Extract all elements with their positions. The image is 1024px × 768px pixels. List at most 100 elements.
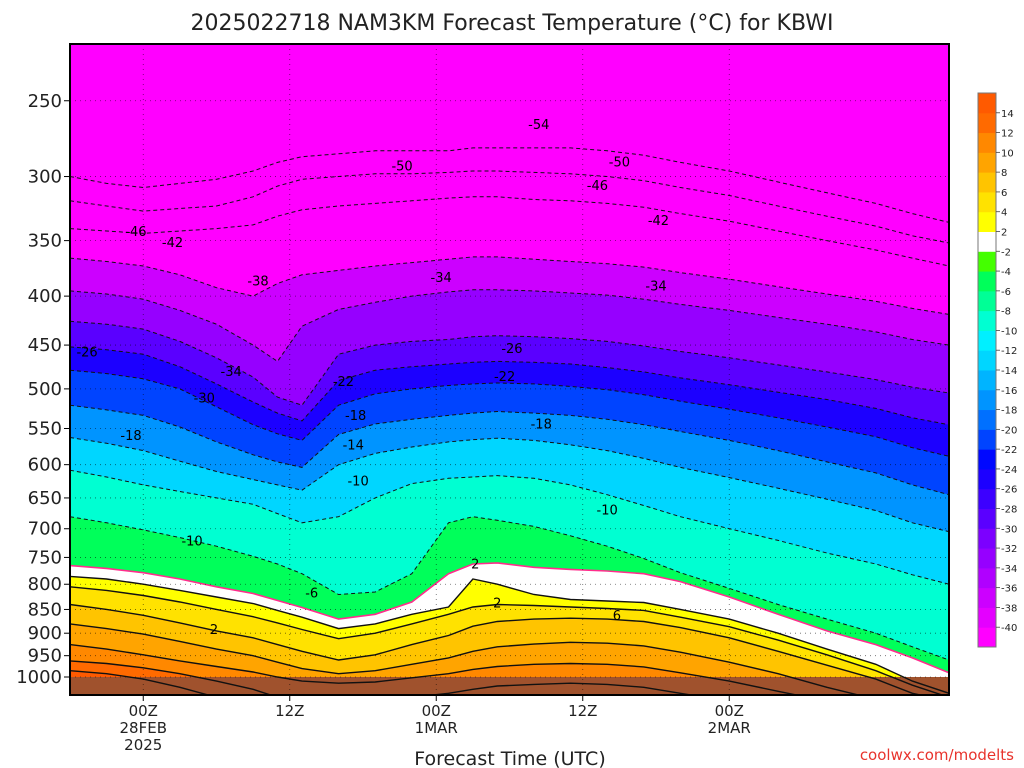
contour-label: -26 [76, 345, 97, 360]
y-tick-label: 550 [28, 418, 62, 439]
x-axis-label: Forecast Time (UTC) [414, 748, 605, 768]
contour-label: -46 [587, 179, 608, 194]
x-tick-label: 00Z [715, 702, 744, 720]
temperature-bands [70, 147, 949, 695]
contour-label: -10 [347, 475, 368, 490]
isotherm--30 [70, 320, 949, 406]
contour-label: -34 [221, 365, 242, 380]
chart-title: 2025022718 NAM3KM Forecast Temperature (… [190, 11, 833, 36]
plot-frame [69, 43, 950, 696]
colorbar-swatch [978, 211, 996, 232]
y-tick-label: 800 [28, 574, 62, 595]
y-tick-label: 950 [28, 646, 62, 667]
contour-label: -18 [531, 418, 552, 433]
colorbar-label: 10 [1001, 148, 1014, 159]
colorbar-swatch [978, 548, 996, 569]
colorbar-label: -26 [1001, 485, 1017, 496]
contour-label: -6 [305, 586, 318, 601]
contour-label: 2 [493, 597, 501, 612]
x-tick-label: 28FEB [120, 719, 167, 737]
colorbar-swatch [978, 449, 996, 470]
colorbar-swatch [978, 231, 996, 252]
isotherm--14 [70, 437, 949, 533]
colorbar-label: -10 [1001, 326, 1017, 337]
colorbar-swatch [978, 350, 996, 371]
colorbar-swatch [978, 389, 996, 411]
contour-label: -38 [247, 274, 268, 289]
contour-label: -50 [609, 155, 630, 170]
y-tick-label: 450 [28, 335, 62, 356]
isotherm--34 [70, 289, 949, 363]
colorbar-swatch [978, 152, 996, 173]
colorbar-label: -6 [1001, 287, 1011, 298]
colorbar-label: -30 [1001, 524, 1017, 535]
y-tick-label: 600 [28, 455, 62, 476]
colorbar-swatch [978, 409, 996, 430]
colorbar-label: -28 [1001, 505, 1017, 516]
contour-label: -42 [162, 236, 183, 251]
contour-label: -18 [345, 409, 366, 424]
colorbar-label: -12 [1001, 346, 1017, 357]
colorbar-swatch [978, 112, 996, 134]
colorbar-swatch [978, 251, 996, 272]
contour-label: -18 [120, 429, 141, 444]
y-axis: 250 300 350 400 450 500 550 600 650 700 750 800 850 9… [16, 91, 70, 688]
colorbar-label: -20 [1001, 425, 1017, 436]
y-tick-label: 850 [28, 599, 62, 620]
colorbar-label: -16 [1001, 386, 1017, 397]
colorbar-swatch [978, 271, 996, 292]
colorbar-label: 6 [1001, 188, 1007, 199]
y-tick-label: 650 [28, 488, 62, 509]
contour-label: -34 [645, 280, 666, 295]
isotherm--6 [70, 516, 949, 661]
colorbar-swatch [978, 607, 996, 628]
contour-label: 2 [471, 558, 479, 573]
contour-label: -30 [194, 392, 215, 407]
contour-label: -14 [343, 439, 364, 454]
colorbar-label: -14 [1001, 366, 1017, 377]
colorbar-label: -36 [1001, 584, 1017, 595]
colorbar-swatch [978, 468, 996, 490]
isotherm--38 [70, 256, 949, 315]
isotherm--2 [70, 562, 949, 674]
colorbar-label: -34 [1001, 564, 1017, 575]
y-tick-label: 300 [28, 167, 62, 188]
colorbar-label: -4 [1001, 267, 1011, 278]
colorbar-label: -18 [1001, 406, 1017, 417]
colorbar-label: 4 [1001, 208, 1007, 219]
isotherm--18 [70, 404, 949, 496]
colorbar-swatch [978, 627, 996, 648]
y-tick-label: 500 [28, 379, 62, 400]
colorbar-swatch [978, 587, 996, 608]
colorbar-swatch [978, 429, 996, 450]
colorbar-swatch [978, 508, 996, 529]
isotherm--50 [70, 147, 949, 223]
isotherm--26 [70, 346, 949, 426]
colorbar-label: -24 [1001, 465, 1017, 476]
isotherm-12 [70, 660, 696, 695]
contour-label: -22 [333, 375, 354, 390]
colorbar-label: 2 [1001, 228, 1007, 239]
colorbar-swatch [978, 290, 996, 312]
x-tick-label: 12Z [568, 702, 597, 720]
colorbar-swatch [978, 370, 996, 391]
credit-text: coolwx.com/modelts [860, 746, 1014, 764]
isotherm--46 [70, 170, 949, 244]
colorbar-label: -22 [1001, 445, 1017, 456]
colorbar-label: -38 [1001, 603, 1017, 614]
colorbar-swatch [978, 132, 996, 153]
colorbar-label: -40 [1001, 623, 1017, 634]
isotherm-6 [70, 603, 924, 695]
colorbar-label: -32 [1001, 544, 1017, 555]
isotherm-8 [70, 623, 862, 695]
colorbar-swatch [978, 488, 996, 509]
isotherm-2 [70, 575, 949, 694]
isotherm-10 [70, 643, 800, 695]
contour-label: 6 [613, 609, 621, 624]
colorbar-legend: -40 -38 -36 -34 -32 -30 -28 -26 -24 -22 -20 -18 -16 -… [977, 92, 1017, 648]
contour-label: -10 [181, 535, 202, 550]
colorbar-swatch [978, 191, 996, 213]
colorbar-swatch [978, 528, 996, 549]
contour-label: -42 [648, 214, 669, 229]
